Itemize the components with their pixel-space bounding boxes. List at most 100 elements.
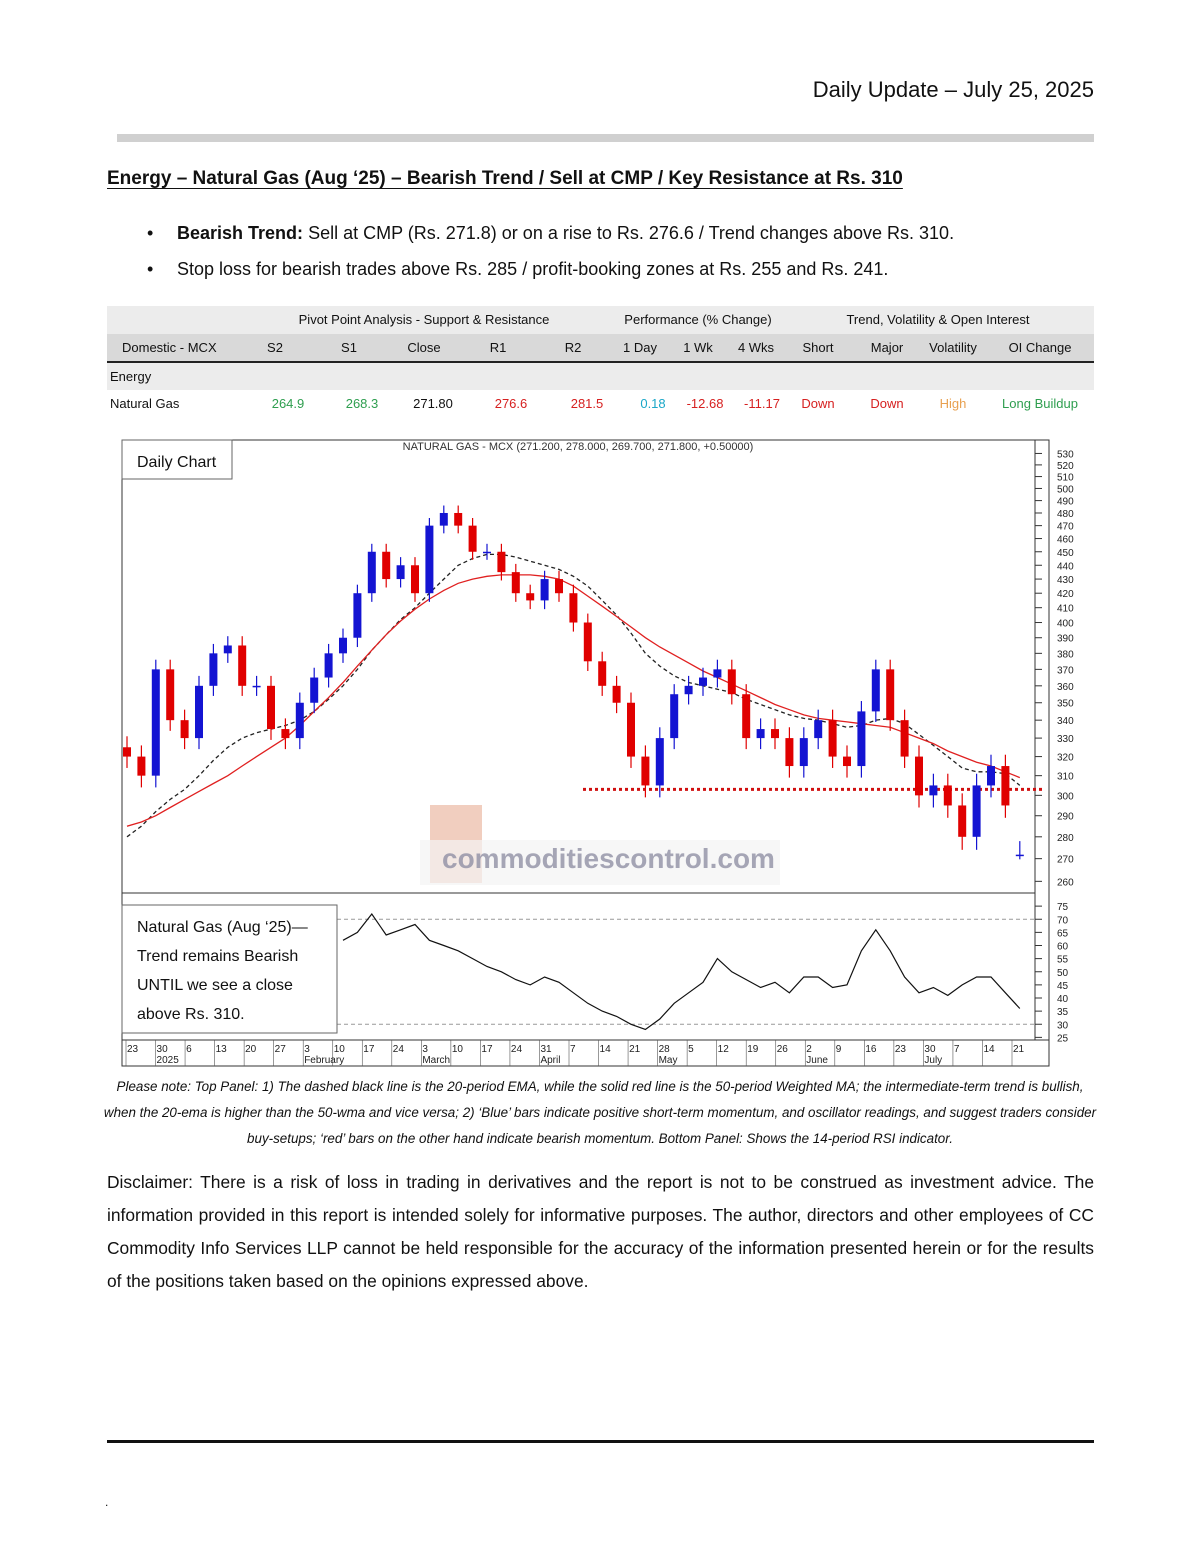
candle-body: [281, 729, 290, 739]
candle-body: [137, 756, 146, 776]
candle-body: [713, 669, 722, 678]
x-tick-label: 30: [157, 1044, 169, 1055]
y-tick-label: 480: [1057, 509, 1074, 520]
column-header: R1: [489, 340, 507, 355]
header-title: Daily Update – July 25, 2025: [812, 77, 1094, 102]
candle-body: [123, 747, 131, 757]
candle-body: [166, 669, 175, 721]
y-tick-label: 440: [1057, 561, 1074, 572]
y-tick-label: 45: [1057, 981, 1069, 992]
cell: Long Buildup: [1002, 396, 1078, 411]
column-header: Short: [802, 340, 834, 355]
candle-body: [238, 645, 247, 686]
column-header: Volatility: [929, 340, 977, 355]
y-tick-label: 55: [1057, 955, 1069, 966]
x-tick-label: 27: [275, 1044, 287, 1055]
candle-body: [655, 738, 664, 786]
candle-body: [555, 579, 563, 594]
chart: commoditiescontrol.com NATURAL GAS - MCX…: [121, 439, 1074, 1067]
x-tick-label: 21: [1013, 1044, 1025, 1055]
y-tick-label: 450: [1057, 548, 1074, 559]
candle-body: [727, 669, 736, 695]
y-tick-label: 380: [1057, 649, 1074, 660]
cell: Down: [870, 396, 904, 411]
y-tick-label: 510: [1057, 473, 1074, 484]
candle-body: [483, 551, 491, 554]
cell: Natural Gas: [110, 396, 180, 411]
table-header: Domestic - MCX S2 S1 Close R1 R2 1 Day 1…: [107, 334, 1094, 363]
chart-note: Please note: Top Panel: 1) The dashed bl…: [103, 1079, 1097, 1146]
candle-body: [468, 525, 477, 552]
x-tick-label: 28: [659, 1044, 671, 1055]
candle-body: [958, 805, 967, 837]
y-tick-label: 390: [1057, 634, 1074, 645]
y-tick-label: 360: [1057, 682, 1074, 693]
cell: -11.17: [744, 396, 780, 411]
cell: 281.5: [570, 396, 604, 411]
candle-body: [526, 593, 535, 601]
section-label: Energy: [110, 369, 152, 384]
x-tick-label: 23: [127, 1044, 139, 1055]
chart-label: Daily Chart: [137, 454, 217, 471]
column-header: Close: [407, 340, 441, 355]
y-tick-label: 420: [1057, 589, 1074, 600]
bullet: • Bearish Trend: Sell at CMP (Rs. 271.8) …: [147, 223, 955, 243]
x-tick-label: 24: [393, 1044, 405, 1055]
y-tick-label: 280: [1057, 833, 1074, 844]
candle-body: [396, 565, 405, 580]
annotation: above Rs. 310.: [137, 1006, 245, 1023]
y-tick-label: 70: [1057, 915, 1069, 926]
column-header: S1: [341, 340, 357, 355]
candle-body: [1015, 854, 1024, 857]
y-tick-label: 400: [1057, 619, 1074, 630]
column-header: Domestic - MCX: [122, 340, 217, 355]
candle-body: [771, 729, 779, 739]
x-tick-label: 14: [600, 1044, 612, 1055]
y-tick-label: 370: [1057, 665, 1074, 676]
bullet: • Stop loss for bearish trades above Rs. …: [147, 259, 889, 279]
x-tick-label: 30: [924, 1044, 936, 1055]
cell: 276.6: [494, 396, 528, 411]
group-header: Performance (% Change): [624, 312, 772, 327]
month-label: July: [924, 1055, 942, 1066]
column-header: 1 Wk: [683, 340, 713, 355]
candle-body: [843, 756, 851, 767]
table-group-header: Pivot Point Analysis - Support & Resista…: [107, 306, 1094, 334]
y-tick-label: 35: [1057, 1007, 1069, 1018]
candle-body: [915, 756, 923, 796]
y-tick-label: 30: [1057, 1020, 1069, 1031]
candle-body: [511, 572, 520, 594]
y-tick-label: 270: [1057, 855, 1074, 866]
candle-body: [886, 669, 895, 721]
bullet-text: Sell at CMP (Rs. 271.8) or on a rise to …: [308, 223, 955, 243]
candle-body: [339, 637, 347, 654]
y-tick-label: 310: [1057, 772, 1074, 783]
x-tick-label: 13: [216, 1044, 228, 1055]
column-header: 1 Day: [623, 340, 657, 355]
candle-body: [699, 677, 707, 686]
candle-body: [929, 785, 938, 796]
cell: 268.3: [345, 396, 379, 411]
x-tick-label: 12: [718, 1044, 730, 1055]
x-tick-label: 7: [570, 1044, 576, 1055]
candle-body: [943, 785, 952, 806]
candle-body: [425, 525, 434, 594]
candle-body: [180, 720, 189, 739]
group-header: Pivot Point Analysis - Support & Resista…: [298, 312, 550, 327]
candle-body: [267, 685, 275, 730]
y-tick-label: 75: [1057, 902, 1069, 913]
candle-body: [641, 756, 650, 786]
column-header: 4 Wks: [737, 340, 775, 355]
y-tick-label: 50: [1057, 968, 1069, 979]
x-tick-label: 14: [983, 1044, 995, 1055]
heading: Energy – Natural Gas (Aug ‘25) – Bearish…: [107, 168, 903, 189]
annotation: Trend remains Bearish: [137, 948, 298, 965]
candle-body: [151, 669, 160, 776]
column-header: R2: [564, 340, 582, 355]
candle-body: [353, 593, 362, 638]
candle-body: [627, 702, 635, 757]
x-tick-label: 17: [481, 1044, 493, 1055]
cell: 271.80: [413, 396, 453, 411]
candle-body: [583, 622, 592, 662]
table-section: Energy: [107, 363, 1094, 390]
